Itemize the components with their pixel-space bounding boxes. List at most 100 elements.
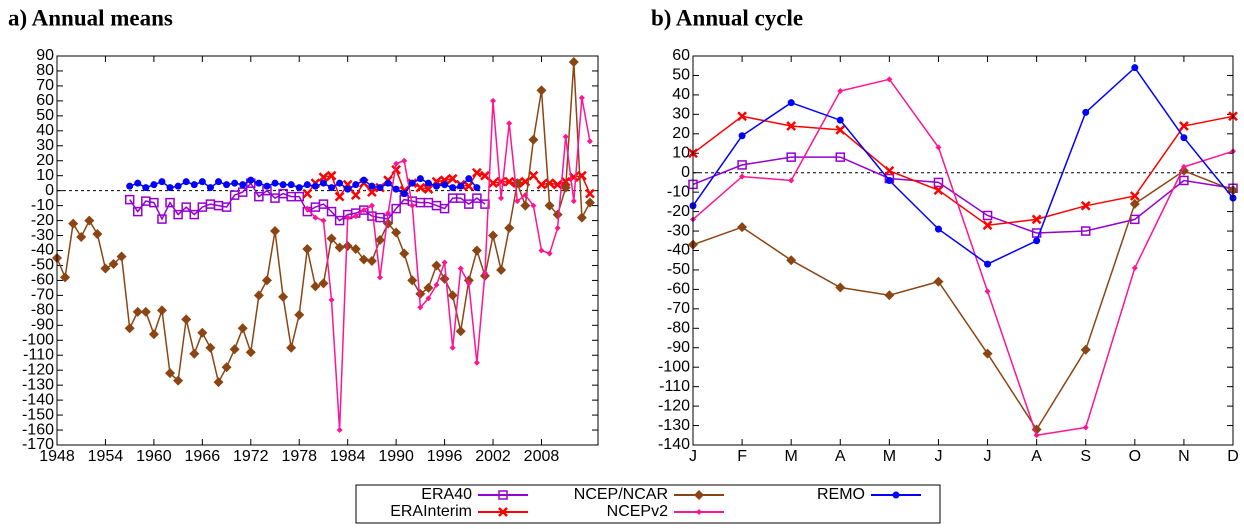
marker (401, 157, 408, 164)
marker (158, 178, 166, 186)
x-tick-label: 1954 (88, 448, 124, 465)
marker (181, 202, 191, 212)
y-tick-label: 30 (36, 137, 54, 154)
legend-label: NCEPv2 (607, 503, 668, 520)
marker (447, 290, 458, 301)
marker (439, 203, 450, 214)
marker (471, 245, 482, 256)
marker (584, 197, 595, 208)
marker (536, 179, 547, 190)
x-tick-label: J (689, 448, 697, 465)
y-tick-label: -140 (658, 436, 690, 453)
marker (166, 184, 174, 192)
y-tick-label: -80 (667, 320, 690, 337)
marker (504, 223, 515, 234)
marker (303, 181, 311, 189)
marker (229, 344, 240, 355)
x-tick-label: J (984, 448, 992, 465)
y-tick-label: 10 (672, 144, 690, 161)
marker (253, 290, 264, 301)
marker (480, 199, 490, 209)
marker (441, 259, 448, 266)
y-tick-label: -70 (667, 300, 690, 317)
marker (182, 178, 190, 186)
marker (302, 188, 313, 199)
marker (934, 225, 942, 233)
marker (1180, 134, 1188, 142)
marker (1080, 344, 1091, 355)
marker (116, 251, 127, 262)
y-tick-label: -30 (667, 222, 690, 239)
marker (286, 342, 297, 353)
marker (76, 232, 87, 243)
marker (568, 56, 579, 67)
marker (360, 176, 368, 184)
marker (150, 181, 158, 189)
series-line (692, 78, 1234, 437)
marker (1080, 200, 1091, 211)
marker (132, 206, 143, 217)
marker (1131, 64, 1139, 72)
y-tick-label: 20 (36, 152, 54, 169)
marker (417, 304, 424, 311)
y-tick-label: -40 (31, 242, 54, 259)
y-tick-label: -10 (31, 197, 54, 214)
marker (496, 264, 507, 275)
marker (336, 427, 343, 434)
marker (156, 305, 167, 316)
marker (1082, 108, 1090, 116)
marker (254, 191, 264, 202)
y-tick-label: -160 (22, 421, 54, 438)
marker (737, 160, 747, 170)
x-tick-label: O (1129, 448, 1141, 465)
marker (786, 152, 796, 162)
marker (528, 170, 539, 181)
marker (449, 344, 456, 351)
marker (334, 242, 345, 253)
x-tick-label: S (1080, 448, 1091, 465)
y-tick-label: -20 (667, 203, 690, 220)
legend-box (355, 484, 941, 524)
marker (376, 184, 384, 192)
marker (223, 181, 231, 189)
marker (546, 250, 553, 257)
marker (433, 281, 440, 288)
chart-title: a) Annual means (8, 5, 173, 30)
y-tick-label: -20 (31, 212, 54, 229)
y-tick-label: 60 (672, 47, 690, 64)
marker (190, 181, 198, 189)
marker (472, 193, 482, 203)
marker (126, 182, 134, 190)
marker (984, 260, 992, 268)
y-tick-label: -60 (667, 281, 690, 298)
series-line (692, 169, 1234, 431)
marker (157, 214, 167, 224)
x-tick-label: 1966 (185, 448, 221, 465)
x-tick-label: N (1178, 448, 1190, 465)
marker (694, 490, 704, 500)
marker (536, 85, 547, 96)
marker (352, 181, 360, 189)
marker (393, 160, 400, 167)
marker (439, 273, 450, 284)
marker (231, 179, 239, 187)
y-tick-label: 70 (36, 77, 54, 94)
marker (1129, 198, 1140, 209)
x-tick-label: 1990 (378, 448, 414, 465)
marker (206, 184, 214, 192)
marker (522, 192, 529, 199)
marker (173, 375, 184, 386)
marker (884, 165, 895, 176)
marker (433, 182, 441, 190)
marker (544, 200, 555, 211)
marker (982, 210, 993, 221)
marker (836, 116, 844, 124)
marker (181, 314, 192, 325)
marker (1179, 121, 1189, 131)
marker (197, 327, 208, 338)
marker (408, 179, 416, 187)
marker (198, 178, 206, 186)
marker (247, 176, 255, 184)
y-tick-label: -50 (31, 257, 54, 274)
marker (1131, 265, 1138, 272)
